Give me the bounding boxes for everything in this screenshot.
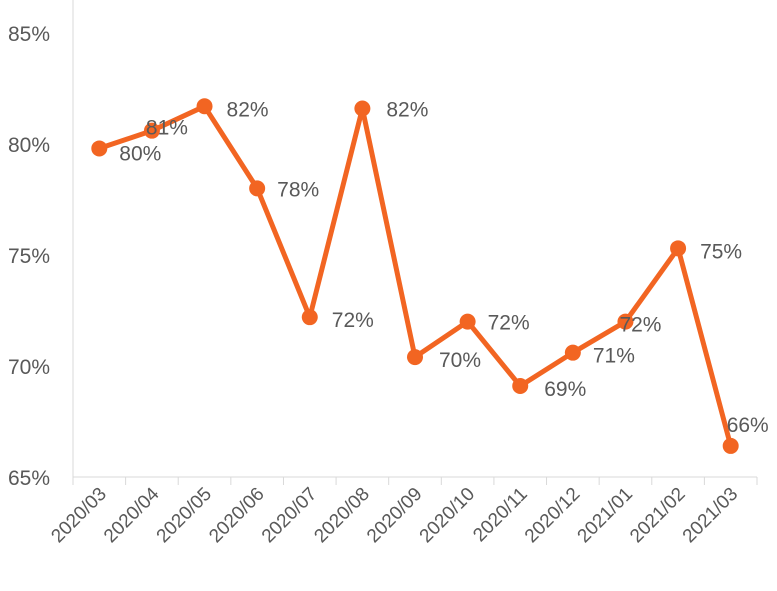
x-tick-label: 2020/05 <box>153 484 216 547</box>
data-label: 82% <box>386 98 428 121</box>
data-point <box>249 180 266 197</box>
data-point <box>407 349 423 366</box>
data-label: 72% <box>332 309 374 332</box>
data-point <box>564 344 581 361</box>
data-point <box>196 98 213 115</box>
x-tick-label: 2020/08 <box>311 484 374 547</box>
data-label: 69% <box>544 378 586 401</box>
data-label: 72% <box>619 314 661 337</box>
y-tick-label: 80% <box>8 134 50 157</box>
x-tick-label: 2021/03 <box>679 484 742 547</box>
y-tick-label: 65% <box>8 467 50 490</box>
data-label: 78% <box>277 178 319 201</box>
x-tick-label: 2020/04 <box>100 483 164 547</box>
y-tick-label: 70% <box>8 356 50 379</box>
x-tick-label: 2021/02 <box>626 484 689 547</box>
x-tick-label: 2020/07 <box>258 484 321 547</box>
data-label: 75% <box>700 240 742 263</box>
data-label: 72% <box>488 312 530 335</box>
series-line <box>96 103 734 449</box>
data-point <box>143 122 160 139</box>
data-point <box>670 240 687 257</box>
axes-layer: 65%70%75%80%85%2020/032020/042020/052020… <box>8 0 758 547</box>
data-label: 70% <box>439 349 481 372</box>
y-tick-label: 75% <box>8 245 50 268</box>
x-tick-label: 2020/12 <box>521 484 584 547</box>
data-label: 80% <box>119 142 161 165</box>
series-line-layer <box>96 103 734 449</box>
x-tick-label: 2020/11 <box>469 484 531 546</box>
data-point <box>354 100 371 117</box>
x-tick-label: 2020/03 <box>47 484 110 547</box>
y-tick-label: 85% <box>8 23 50 46</box>
x-tick-label: 2020/06 <box>205 484 268 547</box>
data-labels-layer: 80%81% 82% 78% 72% 82% 70% 72% 69% 71% 72% 75% 66% <box>119 98 768 437</box>
data-label: 81% <box>146 117 188 140</box>
x-tick-label: 2021/01 <box>574 484 637 547</box>
data-point <box>512 377 529 394</box>
data-points-layer <box>91 98 739 454</box>
data-point <box>301 309 318 326</box>
x-tick-label: 2020/09 <box>363 484 426 547</box>
data-point <box>459 313 476 330</box>
data-label: 66% <box>727 414 769 437</box>
x-tick-label: 2020/10 <box>416 484 479 547</box>
data-label: 82% <box>227 98 269 121</box>
data-label: 71% <box>593 345 635 368</box>
data-point <box>91 140 108 157</box>
data-point <box>722 437 739 454</box>
data-point <box>617 313 634 330</box>
